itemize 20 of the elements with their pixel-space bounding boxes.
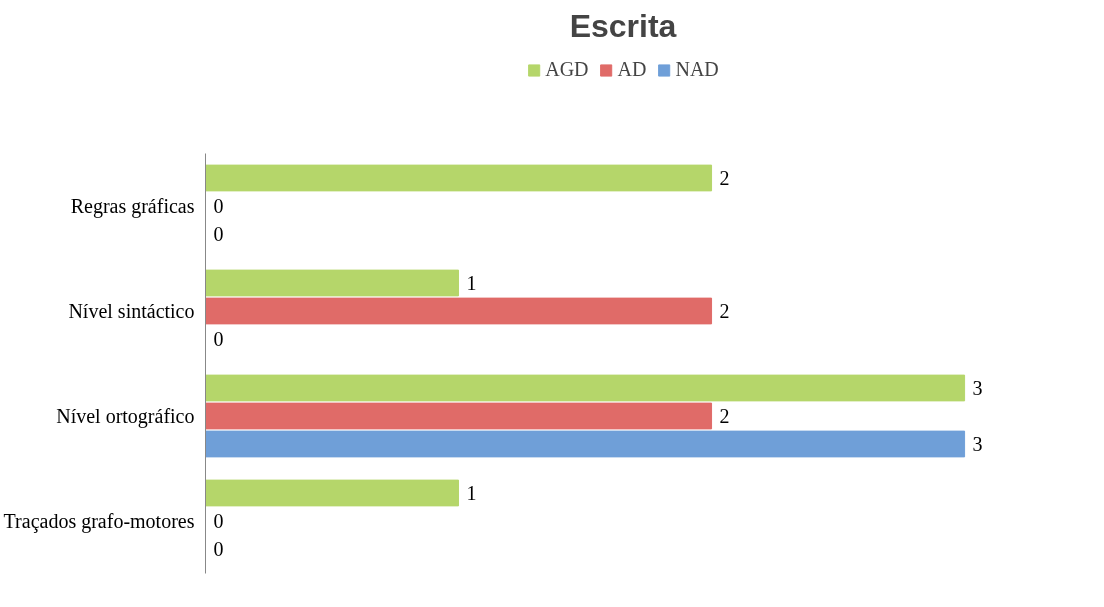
legend-label: NAD <box>675 58 719 81</box>
data-label: 2 <box>719 167 730 189</box>
data-label: 0 <box>213 328 224 350</box>
data-label: 1 <box>466 482 477 504</box>
y-tick-label: Nível ortográfico <box>56 405 195 428</box>
data-label: 0 <box>213 510 224 532</box>
y-tick-label: Regras gráficas <box>70 195 195 218</box>
data-label: 2 <box>719 405 730 427</box>
data-label: 3 <box>972 377 983 399</box>
data-label: 1 <box>466 272 477 294</box>
y-tick-label: Nível sintáctico <box>68 300 195 322</box>
legend-label: AGD <box>545 58 589 81</box>
data-label: 0 <box>213 223 224 245</box>
data-label: 3 <box>972 433 983 455</box>
data-label: 2 <box>719 300 730 322</box>
data-label: 0 <box>213 195 224 217</box>
y-tick-label: Traçados grafo-motores <box>3 510 195 533</box>
chart-title: Escrita <box>569 7 677 44</box>
legend-label: AD <box>617 58 647 81</box>
data-label: 0 <box>213 538 224 560</box>
